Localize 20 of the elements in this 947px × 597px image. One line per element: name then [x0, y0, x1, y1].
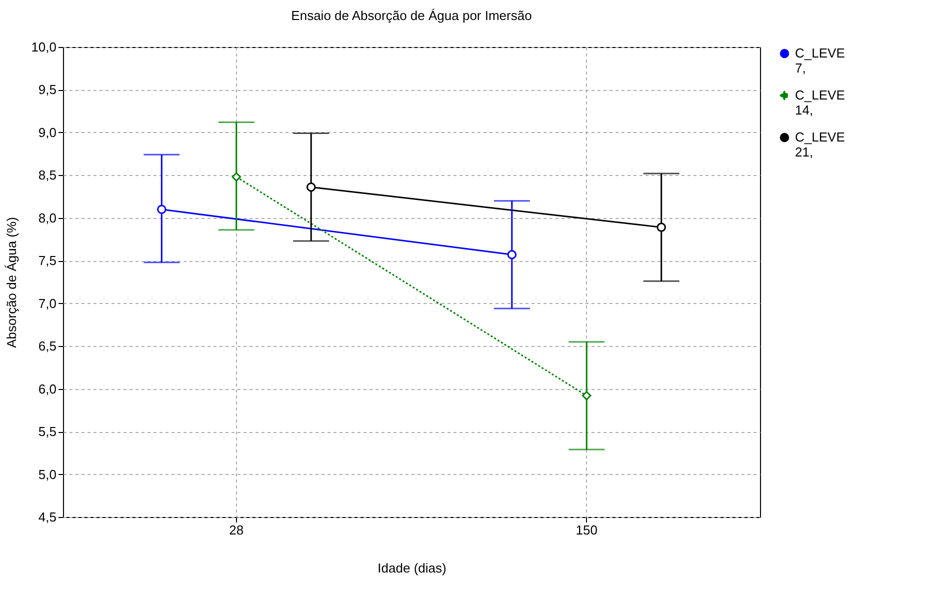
x-axis-title: Idade (dias): [378, 560, 446, 576]
legend-label: C_LEVE 7,: [795, 46, 846, 76]
y-tick-label: 6,0: [38, 381, 56, 396]
chart-title: Ensaio de Absorção de Água por Imersão: [291, 8, 532, 23]
y-tick-label: 9,5: [38, 82, 56, 98]
x-tick-label: 150: [576, 522, 598, 538]
y-tick-label: 5,0: [38, 466, 56, 482]
y-tick-label: 8,5: [38, 168, 56, 183]
y-tick-label: 5,5: [38, 424, 56, 440]
y-tick-label: 9,0: [38, 124, 56, 140]
y-axis-title: Absorção de Água (%): [4, 217, 20, 348]
x-tick-label: 28: [229, 522, 244, 538]
y-tick-label: 6,5: [38, 338, 56, 354]
y-tick-label: 8,0: [38, 210, 56, 226]
y-tick-label: 7,0: [38, 296, 56, 311]
y-tick-label: 7,5: [38, 253, 56, 268]
y-tick-label: 10,0: [31, 40, 56, 54]
legend-label: C_LEVE 21,: [795, 130, 846, 160]
y-tick-label: 4,5: [38, 510, 56, 524]
legend-label: C_LEVE 14,: [795, 88, 846, 118]
